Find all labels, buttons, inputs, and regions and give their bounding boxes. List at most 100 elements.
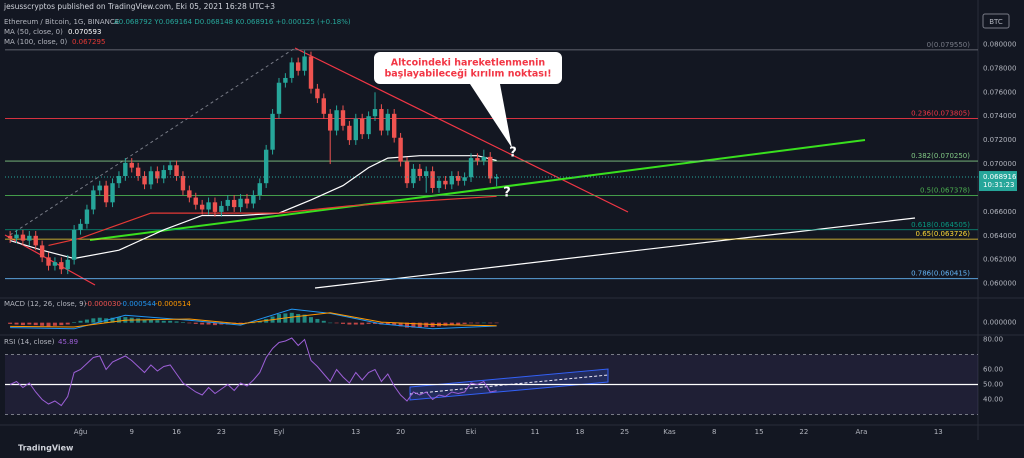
macd-bar bbox=[200, 322, 205, 325]
candle-body bbox=[327, 113, 333, 131]
x-tick-label: 16 bbox=[172, 428, 181, 436]
candle-body bbox=[340, 110, 346, 126]
macd-bar bbox=[469, 322, 474, 324]
x-tick-label: 18 bbox=[575, 428, 584, 436]
fib-label: 0(0.079550) bbox=[927, 41, 971, 49]
macd-bar bbox=[59, 322, 64, 326]
macd-bar bbox=[315, 318, 320, 323]
macd-bar bbox=[449, 322, 454, 326]
macd-bar bbox=[174, 321, 179, 323]
macd-bar bbox=[33, 322, 38, 326]
trend-line bbox=[89, 139, 866, 241]
ma-value: 0.070593 bbox=[68, 28, 101, 36]
x-tick-label: 11 bbox=[531, 428, 540, 436]
candle-body bbox=[103, 185, 109, 203]
macd-bar bbox=[14, 322, 19, 325]
candle-body bbox=[148, 171, 154, 185]
candle-body bbox=[225, 199, 230, 206]
y-tick-label: 0.064000 bbox=[983, 232, 1016, 240]
candle-body bbox=[78, 223, 83, 230]
candle-body bbox=[219, 205, 224, 212]
x-tick-label: Eyl bbox=[274, 428, 285, 436]
candle-body bbox=[372, 109, 378, 117]
candle-body bbox=[91, 190, 96, 210]
candle-body bbox=[244, 198, 250, 204]
x-tick-label: 9 bbox=[130, 428, 134, 436]
macd-bar bbox=[193, 322, 198, 324]
candle-body bbox=[199, 204, 205, 210]
x-tick-label: Kas bbox=[663, 428, 676, 436]
callout-bubble bbox=[374, 52, 562, 148]
x-tick-label: 25 bbox=[620, 428, 629, 436]
macd-bar bbox=[488, 322, 493, 324]
macd-bar bbox=[52, 322, 57, 326]
y-tick-label: 0.000000 bbox=[983, 319, 1016, 327]
candle-body bbox=[494, 177, 499, 179]
fib-label: 0.382(0.070250) bbox=[911, 152, 970, 160]
macd-bar bbox=[110, 317, 115, 323]
candle-body bbox=[97, 185, 102, 191]
macd-bar bbox=[321, 320, 326, 323]
candle-body bbox=[424, 171, 429, 177]
macd-bar bbox=[84, 319, 89, 323]
candle-body bbox=[366, 116, 371, 135]
brand: TradingView bbox=[18, 444, 74, 453]
macd-bar bbox=[251, 322, 256, 324]
macd-bar bbox=[8, 322, 13, 324]
candle-body bbox=[187, 190, 192, 198]
y-tick-label: 0.070000 bbox=[983, 160, 1016, 168]
ma-legend: MA (100, close, 0) bbox=[4, 38, 68, 46]
candle-body bbox=[20, 234, 26, 241]
candle-body bbox=[411, 168, 416, 184]
question-mark: ? bbox=[509, 146, 517, 161]
macd-bar bbox=[27, 322, 32, 325]
y-tick-label: 40.00 bbox=[983, 396, 1003, 404]
rsi-line bbox=[9, 337, 497, 407]
plot: Ağu 9 16 23 Eyl 13 20 Eki 11 18 25 Kas 8 15 22 Ara 13 0.0… bbox=[5, 40, 1017, 436]
macd-bar bbox=[46, 322, 51, 327]
candle-body bbox=[174, 165, 179, 177]
symbol: Ethereum / Bitcoin, 1G, BINANCE bbox=[4, 18, 119, 26]
candle-body bbox=[155, 171, 160, 179]
x-tick-label: 8 bbox=[712, 428, 716, 436]
fib-label: 0.65(0.063726) bbox=[916, 230, 971, 238]
last-price-box bbox=[979, 171, 1017, 192]
candle-body bbox=[33, 235, 38, 246]
candle-body bbox=[52, 262, 58, 266]
x-tick-label: Eki bbox=[466, 428, 476, 436]
candle-body bbox=[167, 165, 173, 171]
macd-bar bbox=[347, 322, 352, 325]
x-tick-label: 13 bbox=[934, 428, 943, 436]
x-tick-label: 13 bbox=[351, 428, 360, 436]
macd-bar bbox=[206, 322, 211, 325]
x-tick-label: 15 bbox=[755, 428, 764, 436]
macd-readout: -0.000544 bbox=[120, 300, 156, 308]
candle-body bbox=[289, 62, 294, 78]
candle-body bbox=[481, 156, 487, 161]
macd-readout: -0.000030 bbox=[85, 300, 121, 308]
candle-body bbox=[110, 183, 115, 203]
candle-body bbox=[116, 176, 122, 184]
macd-bar bbox=[475, 322, 480, 324]
ma-value: 0.067295 bbox=[72, 38, 105, 46]
fib-label: 0.236(0.073805) bbox=[911, 110, 970, 118]
candle-body bbox=[27, 235, 32, 241]
macd-bar bbox=[296, 314, 301, 323]
rsi-title: RSI (14, close) bbox=[4, 338, 55, 346]
candle-body bbox=[456, 176, 461, 181]
macd-bar bbox=[155, 320, 160, 323]
candle-body bbox=[65, 259, 70, 270]
x-tick-label: Ağu bbox=[74, 428, 88, 436]
candle-body bbox=[468, 158, 474, 178]
macd-bar bbox=[417, 322, 422, 328]
fib-label: 0.786(0.060415) bbox=[911, 270, 970, 278]
macd-bar bbox=[405, 322, 410, 328]
macd-bar bbox=[289, 312, 294, 323]
candle-body bbox=[142, 176, 147, 185]
macd-bar bbox=[334, 322, 339, 324]
macd-bar bbox=[257, 321, 262, 323]
macd-bar bbox=[91, 318, 96, 323]
macd-bar bbox=[360, 322, 365, 325]
rsi-channel-mid bbox=[409, 374, 609, 395]
y-tick-label: 0.080000 bbox=[983, 40, 1016, 48]
